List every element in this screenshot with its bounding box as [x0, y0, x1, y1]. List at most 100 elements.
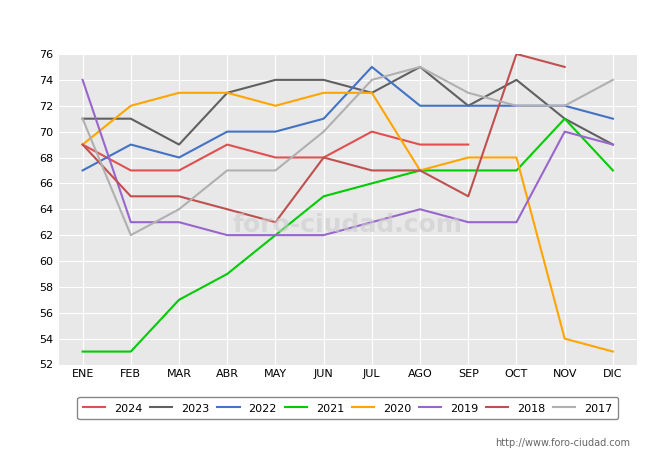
2020: [127, 103, 135, 108]
Text: http://www.foro-ciudad.com: http://www.foro-ciudad.com: [495, 438, 630, 448]
2019: [127, 220, 135, 225]
2017: [464, 90, 472, 95]
2021: [272, 232, 280, 238]
2018: [127, 194, 135, 199]
2020: [272, 103, 280, 108]
2022: [272, 129, 280, 134]
2017: [272, 168, 280, 173]
Line: 2022: 2022: [83, 67, 613, 171]
2020: [368, 90, 376, 95]
2023: [320, 77, 328, 83]
2019: [513, 220, 521, 225]
2019: [561, 129, 569, 134]
2022: [609, 116, 617, 122]
2021: [320, 194, 328, 199]
2024: [224, 142, 231, 147]
2019: [320, 232, 328, 238]
2023: [368, 90, 376, 95]
2018: [464, 194, 472, 199]
Legend: 2024, 2023, 2022, 2021, 2020, 2019, 2018, 2017: 2024, 2023, 2022, 2021, 2020, 2019, 2018…: [77, 397, 618, 419]
2023: [79, 116, 86, 122]
2018: [320, 155, 328, 160]
2022: [368, 64, 376, 70]
2021: [561, 116, 569, 122]
2018: [272, 220, 280, 225]
2024: [79, 142, 86, 147]
Line: 2017: 2017: [83, 67, 613, 235]
2020: [175, 90, 183, 95]
2017: [561, 103, 569, 108]
2017: [513, 103, 521, 108]
2019: [272, 232, 280, 238]
2021: [464, 168, 472, 173]
2020: [320, 90, 328, 95]
2020: [416, 168, 424, 173]
2019: [224, 232, 231, 238]
2019: [416, 207, 424, 212]
2023: [127, 116, 135, 122]
2017: [416, 64, 424, 70]
2024: [175, 168, 183, 173]
2022: [224, 129, 231, 134]
2021: [224, 271, 231, 277]
2019: [175, 220, 183, 225]
2023: [272, 77, 280, 83]
2023: [513, 77, 521, 83]
2019: [609, 142, 617, 147]
2018: [224, 207, 231, 212]
2023: [175, 142, 183, 147]
2019: [368, 220, 376, 225]
2017: [175, 207, 183, 212]
2018: [175, 194, 183, 199]
Line: 2024: 2024: [83, 131, 468, 171]
2023: [416, 64, 424, 70]
2022: [561, 103, 569, 108]
2019: [464, 220, 472, 225]
Text: Afiliados en Quicena a 30/9/2024: Afiliados en Quicena a 30/9/2024: [187, 14, 463, 32]
2021: [79, 349, 86, 354]
2021: [368, 180, 376, 186]
2022: [464, 103, 472, 108]
2022: [320, 116, 328, 122]
2022: [513, 103, 521, 108]
2020: [464, 155, 472, 160]
2021: [513, 168, 521, 173]
2022: [175, 155, 183, 160]
2023: [224, 90, 231, 95]
2024: [320, 155, 328, 160]
2024: [416, 142, 424, 147]
2020: [224, 90, 231, 95]
Text: foro-ciudad.com: foro-ciudad.com: [233, 213, 463, 237]
2017: [127, 232, 135, 238]
2018: [79, 142, 86, 147]
Line: 2018: 2018: [83, 54, 565, 222]
Line: 2020: 2020: [83, 93, 613, 351]
2021: [609, 168, 617, 173]
2023: [464, 103, 472, 108]
Line: 2019: 2019: [83, 80, 613, 235]
2021: [416, 168, 424, 173]
2020: [561, 336, 569, 341]
2022: [79, 168, 86, 173]
2019: [79, 77, 86, 83]
2024: [127, 168, 135, 173]
2024: [368, 129, 376, 134]
2023: [561, 116, 569, 122]
2017: [320, 129, 328, 134]
2020: [609, 349, 617, 354]
2022: [416, 103, 424, 108]
2020: [79, 142, 86, 147]
2017: [609, 77, 617, 83]
2024: [464, 142, 472, 147]
2017: [368, 77, 376, 83]
2021: [175, 297, 183, 302]
2018: [416, 168, 424, 173]
Line: 2021: 2021: [83, 119, 613, 351]
2020: [513, 155, 521, 160]
2021: [127, 349, 135, 354]
2017: [79, 116, 86, 122]
Line: 2023: 2023: [83, 67, 613, 144]
2018: [368, 168, 376, 173]
2022: [127, 142, 135, 147]
2023: [609, 142, 617, 147]
